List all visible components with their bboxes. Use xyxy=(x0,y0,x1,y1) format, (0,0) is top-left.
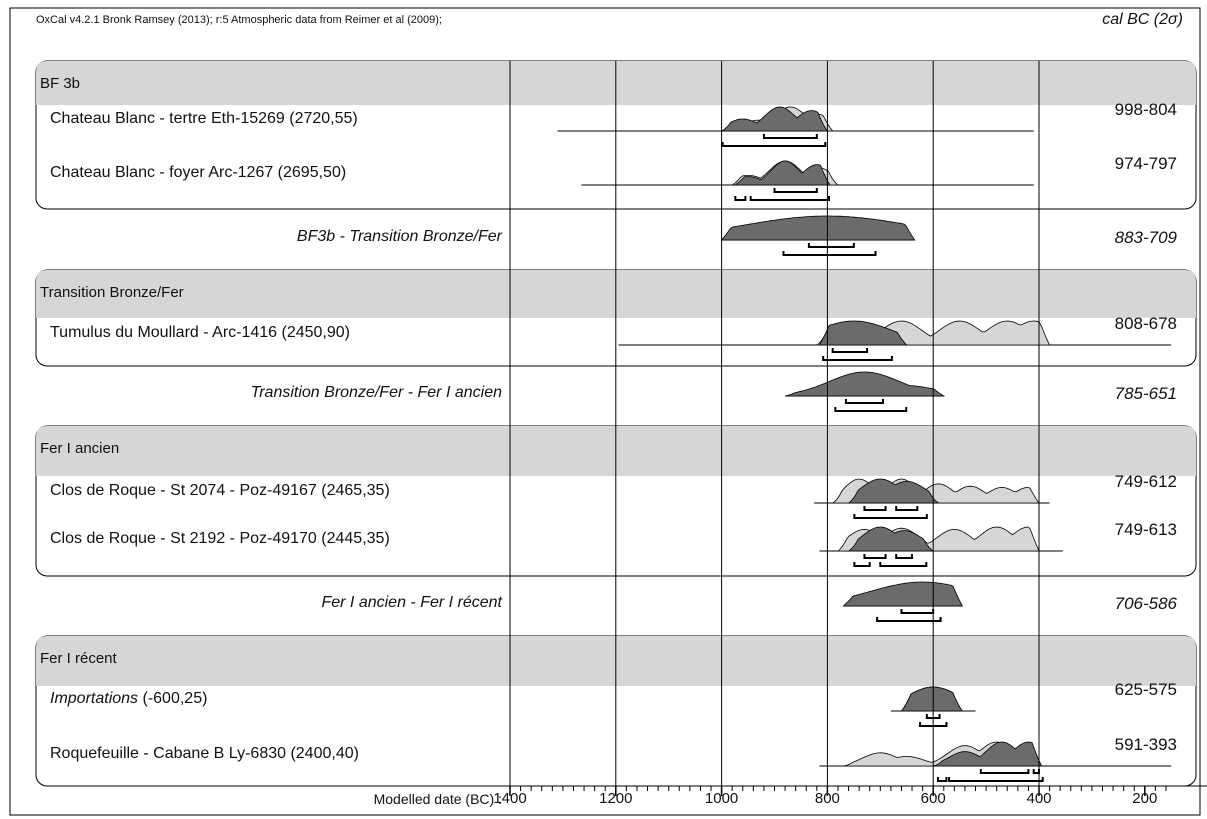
boundary-curve-1 xyxy=(720,215,916,241)
posterior-curve-0-0 xyxy=(720,106,829,132)
unit-label: cal BC (2σ) xyxy=(1102,11,1183,28)
boundary-bracket-5-0-0 xyxy=(900,609,935,614)
range-label-4-1: 749-613 xyxy=(1114,520,1177,539)
hpd-bracket-4-1-0-0 xyxy=(863,554,887,559)
hpd-bracket-4-0-0-1 xyxy=(895,506,919,511)
boundary-bracket-3-0-0 xyxy=(844,399,884,404)
x-tick-label-1400: 1400 xyxy=(493,790,527,807)
hpd-bracket-2-0-0-0 xyxy=(831,348,869,353)
software-header: OxCal v4.2.1 Bronk Ramsey (2013); r:5 At… xyxy=(36,14,442,26)
row-label-2-0: Tumulus du Moullard - Arc-1416 (2450,90) xyxy=(50,324,350,341)
boundary-label-5: Fer I ancien - Fer I récent xyxy=(321,594,502,611)
posterior-curve-4-1 xyxy=(848,526,935,552)
section-title-0: BF 3b xyxy=(40,75,81,92)
boundary-label-3: Transition Bronze/Fer - Fer I ancien xyxy=(250,384,502,401)
boundary-curve-3 xyxy=(785,371,946,397)
posterior-curve-6-0 xyxy=(901,686,964,712)
x-tick-label-1200: 1200 xyxy=(599,790,633,807)
hpd-bracket-4-1-1-1 xyxy=(879,562,928,567)
hpd-bracket-4-1-0-1 xyxy=(895,554,914,559)
boundary-bracket-5-1-0 xyxy=(876,617,942,622)
row-label-4-0: Clos de Roque - St 2074 - Poz-49167 (246… xyxy=(50,482,390,499)
posterior-curve-2-0 xyxy=(819,320,908,346)
boundary-range-5: 706-586 xyxy=(1114,594,1177,613)
range-label-6-1: 591-393 xyxy=(1114,735,1177,754)
row-label-rest: (-600,25) xyxy=(138,690,208,707)
posterior-curve-4-0 xyxy=(848,478,940,504)
posterior-curve-0-1 xyxy=(734,160,831,186)
x-tick-label-400: 400 xyxy=(1026,790,1052,807)
section-title-2: Transition Bronze/Fer xyxy=(40,284,184,301)
hpd-bracket-6-1-0-0 xyxy=(979,769,1030,774)
range-label-0-1: 974-797 xyxy=(1114,154,1177,173)
x-axis-title: Modelled date (BC) : xyxy=(373,791,502,807)
range-label-2-0: 808-678 xyxy=(1114,314,1177,333)
boundary-bracket-1-1-0 xyxy=(782,251,877,256)
row-label-italic: Importations xyxy=(50,690,139,707)
hpd-bracket-4-0-0-0 xyxy=(863,506,887,511)
hpd-bracket-4-1-1-0 xyxy=(853,562,871,567)
range-label-6-0: 625-575 xyxy=(1114,680,1177,699)
hpd-bracket-0-1-1-0 xyxy=(734,196,747,201)
range-label-0-0: 998-804 xyxy=(1114,100,1177,119)
boundary-label-1: BF3b - Transition Bronze/Fer xyxy=(296,228,502,245)
hpd-bracket-6-1-1-1 xyxy=(948,777,1044,782)
x-tick-label-800: 800 xyxy=(814,790,840,807)
hpd-bracket-0-0-1-0 xyxy=(721,142,827,147)
row-label-4-1: Clos de Roque - St 2192 - Poz-49170 (244… xyxy=(50,530,390,547)
boundary-bracket-3-1-0 xyxy=(834,407,908,412)
section-title-4: Fer I ancien xyxy=(40,440,120,457)
outer-frame xyxy=(9,7,1201,816)
hpd-bracket-6-1-1-0 xyxy=(936,777,948,782)
x-tick-label-600: 600 xyxy=(920,790,946,807)
hpd-bracket-2-0-1-0 xyxy=(822,356,893,361)
section-title-6: Fer I récent xyxy=(40,650,117,667)
posterior-curve-6-1 xyxy=(933,741,1042,767)
row-label-6-1: Roquefeuille - Cabane B Ly-6830 (2400,40… xyxy=(50,745,359,762)
hpd-bracket-0-1-0-0 xyxy=(773,188,818,193)
boundary-curve-5 xyxy=(843,581,963,607)
x-tick-label-1000: 1000 xyxy=(704,790,739,807)
row-label-0-0: Chateau Blanc - tertre Eth-15269 (2720,5… xyxy=(50,110,358,127)
row-label-0-1: Chateau Blanc - foyer Arc-1267 (2695,50) xyxy=(50,164,347,181)
row-label-6-0: Importations (-600,25) xyxy=(50,690,207,708)
range-label-4-0: 749-612 xyxy=(1114,472,1177,491)
boundary-bracket-1-0-0 xyxy=(807,243,855,248)
hpd-bracket-4-0-1-0 xyxy=(853,514,928,519)
hpd-bracket-0-0-0-0 xyxy=(762,134,818,139)
boundary-range-3: 785-651 xyxy=(1114,384,1177,403)
boundary-range-1: 883-709 xyxy=(1114,228,1177,247)
x-tick-label-200: 200 xyxy=(1132,790,1158,807)
hpd-bracket-0-1-1-1 xyxy=(749,196,830,201)
